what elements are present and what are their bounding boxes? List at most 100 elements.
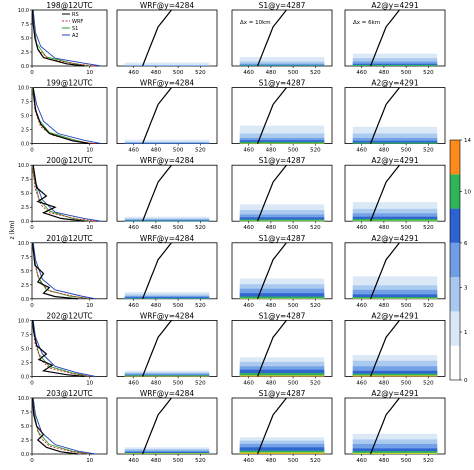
profile-ytick-label: 7.5 <box>21 410 29 416</box>
section-filled-layer <box>124 139 210 144</box>
section-xtick-label: 520 <box>423 380 434 386</box>
profile-ytick-label: 10.0 <box>18 86 29 92</box>
section-annotation: Δx = 6km <box>353 20 380 26</box>
profile-ytick-label: 10.0 <box>18 396 29 402</box>
section-xtick-label: 520 <box>195 458 206 464</box>
profile-ytick-label: 5.0 <box>21 269 29 275</box>
section-xtick-label: 480 <box>151 225 162 231</box>
section-filled-layer <box>124 297 210 299</box>
profile-ytick-label: 0.0 <box>21 64 29 70</box>
profile-xtick-label: 0 <box>30 380 34 386</box>
section-xtick-label: 520 <box>423 225 434 231</box>
section-xtick-label: 520 <box>195 380 206 386</box>
profile-series-line-a2 <box>32 320 96 377</box>
section-xtick-label: 500 <box>173 70 184 76</box>
section-trajectory-line <box>257 9 287 67</box>
section-filled-layer <box>239 219 325 222</box>
profile-series-line-rs <box>32 320 84 377</box>
colorbar-tick-label: 0 <box>464 378 468 384</box>
profile-panel-frame <box>31 397 108 455</box>
colorbar-bin <box>450 208 460 243</box>
section-filled-layer <box>239 143 325 144</box>
section-xtick-label: 500 <box>401 70 412 76</box>
section-filled-layer <box>352 140 438 144</box>
section-trajectory-line <box>142 9 172 67</box>
section-filled-layer <box>124 220 210 222</box>
section-xtick-label: 500 <box>173 458 184 464</box>
section-panel-frame <box>116 9 218 67</box>
section-xtick-label: 460 <box>243 148 254 154</box>
section-panel-title: A2@y=4291 <box>371 311 418 320</box>
section-filled-layer <box>352 452 438 454</box>
section-trajectory-line <box>142 397 172 455</box>
profile-series-line-rs <box>32 165 84 222</box>
section-xtick-label: 500 <box>288 225 299 231</box>
section-panel-title: S1@y=4287 <box>259 79 306 88</box>
section-xtick-label: 480 <box>379 380 390 386</box>
section-filled-layer <box>239 293 325 299</box>
section-xtick-label: 460 <box>128 148 139 154</box>
profile-panel-title: 202@12UTC <box>46 311 92 320</box>
section-trajectory-line <box>370 164 400 222</box>
section-xtick-label: 480 <box>266 70 277 76</box>
section-filled-layer <box>352 373 438 377</box>
section-panel-title: WRF@y=4284 <box>140 234 194 243</box>
profile-panel-frame <box>31 87 108 144</box>
section-xtick-label: 520 <box>310 458 321 464</box>
profile-panel-frame <box>31 164 108 222</box>
section-filled-layer <box>239 375 325 377</box>
colorbar-tick-label: 1 <box>464 330 468 336</box>
section-panel-title: A2@y=4291 <box>371 389 418 398</box>
section-xtick-label: 500 <box>288 303 299 309</box>
section-xtick-label: 480 <box>379 303 390 309</box>
profile-ytick-label: 0.0 <box>21 142 29 148</box>
section-xtick-label: 520 <box>423 148 434 154</box>
profile-panel-frame <box>31 9 108 67</box>
section-filled-layer <box>352 218 438 222</box>
profile-series-line-rs <box>32 242 79 300</box>
section-panel-frame <box>231 9 333 67</box>
section-xtick-label: 460 <box>128 458 139 464</box>
profile-ytick-label: 2.5 <box>21 283 29 289</box>
colorbar-bin <box>450 174 460 209</box>
profile-xtick-label: 10 <box>86 380 93 386</box>
colorbar-bin <box>450 242 460 278</box>
profile-series-line-a2 <box>32 87 102 145</box>
section-filled-layer <box>352 294 438 299</box>
section-trajectory-line <box>142 164 172 222</box>
section-panel-title: A2@y=4291 <box>371 1 418 10</box>
section-xtick-label: 460 <box>128 380 139 386</box>
section-panel-title: A2@y=4291 <box>371 156 418 165</box>
section-filled-layer <box>239 296 325 299</box>
profile-panel-title: 201@12UTC <box>46 234 92 243</box>
profile-xtick-label: 10 <box>86 303 93 309</box>
profile-ylabel: z (km) <box>9 220 16 239</box>
section-xtick-label: 480 <box>151 303 162 309</box>
profile-ytick-label: 2.5 <box>21 50 29 56</box>
section-filled-layer <box>239 141 325 144</box>
section-panel-frame <box>116 164 218 222</box>
section-xtick-label: 460 <box>356 70 367 76</box>
section-xtick-label: 520 <box>195 225 206 231</box>
section-filled-layer <box>352 64 438 66</box>
profile-panel-frame <box>31 242 108 300</box>
section-panel-title: WRF@y=4284 <box>140 1 194 10</box>
section-trajectory-line <box>370 242 400 300</box>
section-xtick-label: 460 <box>356 225 367 231</box>
profile-ytick-label: 5.0 <box>21 114 29 120</box>
section-xtick-label: 480 <box>266 458 277 464</box>
section-xtick-label: 480 <box>379 458 390 464</box>
profile-xtick-label: 0 <box>30 148 34 154</box>
section-filled-layer <box>352 142 438 144</box>
section-panel-frame <box>116 397 218 455</box>
section-xtick-label: 520 <box>310 380 321 386</box>
section-filled-layer <box>239 298 325 299</box>
section-trajectory-line <box>142 242 172 300</box>
section-xtick-label: 460 <box>243 380 254 386</box>
section-filled-layer <box>239 217 325 222</box>
profile-ytick-label: 7.5 <box>21 100 29 106</box>
section-xtick-label: 460 <box>356 303 367 309</box>
section-xtick-label: 520 <box>310 225 321 231</box>
profile-ytick-label: 2.5 <box>21 205 29 211</box>
colorbar-tick-label: 3 <box>464 285 468 291</box>
